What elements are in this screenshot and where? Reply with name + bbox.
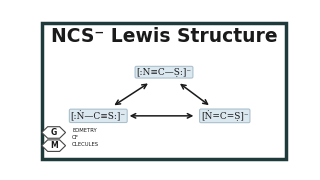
Text: EOMETRY: EOMETRY bbox=[72, 128, 97, 133]
Text: [Ṅ=C=Ṣ]⁻: [Ṅ=C=Ṣ]⁻ bbox=[201, 110, 249, 121]
Text: G: G bbox=[51, 128, 57, 137]
Text: OF: OF bbox=[72, 135, 79, 140]
Text: NCS⁻ Lewis Structure: NCS⁻ Lewis Structure bbox=[51, 27, 277, 46]
Text: [:N≡C—Ṣ:]⁻: [:N≡C—Ṣ:]⁻ bbox=[136, 68, 192, 77]
Text: [:Ṅ—C≡S:]⁻: [:Ṅ—C≡S:]⁻ bbox=[71, 111, 126, 121]
Text: OLECULES: OLECULES bbox=[72, 142, 100, 147]
Text: M: M bbox=[50, 141, 58, 150]
